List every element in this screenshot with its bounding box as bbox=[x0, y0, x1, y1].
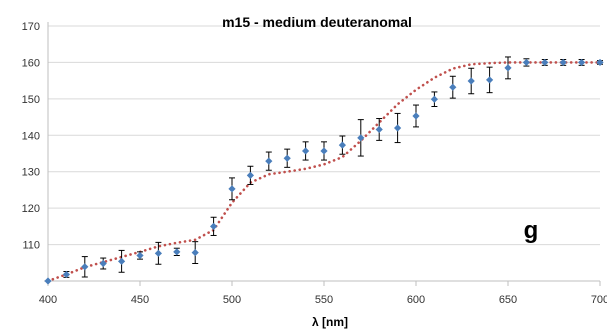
chart-title: m15 - medium deuteranomal bbox=[222, 14, 412, 30]
data-point bbox=[578, 58, 586, 67]
data-point bbox=[283, 154, 291, 162]
data-point bbox=[99, 259, 107, 268]
data-point bbox=[338, 141, 346, 149]
y-tick-label: 120 bbox=[22, 203, 40, 215]
y-tick-label: 140 bbox=[22, 130, 40, 142]
data-point bbox=[430, 95, 438, 103]
data-point bbox=[118, 257, 126, 265]
gridlines bbox=[48, 25, 600, 246]
y-tick-labels: 110 120 130 140 150 160 170 bbox=[22, 21, 40, 252]
data-point bbox=[246, 171, 254, 179]
data-point bbox=[375, 125, 383, 134]
data-point bbox=[265, 157, 273, 165]
data-point bbox=[302, 147, 310, 155]
data-point bbox=[394, 124, 402, 132]
data-point bbox=[522, 58, 530, 67]
data-point bbox=[541, 58, 549, 67]
data-point bbox=[136, 251, 144, 260]
x-tick-label: 600 bbox=[407, 294, 425, 306]
data-point bbox=[596, 58, 604, 67]
data-point bbox=[44, 277, 52, 285]
axes bbox=[44, 22, 601, 286]
data-point bbox=[504, 64, 512, 72]
data-point bbox=[191, 248, 199, 257]
data-point bbox=[210, 222, 218, 230]
data-point bbox=[467, 77, 475, 85]
data-point bbox=[559, 58, 567, 67]
data-point bbox=[173, 248, 181, 256]
y-tick-label: 150 bbox=[22, 94, 40, 106]
x-tick-label: 400 bbox=[39, 294, 57, 306]
data-point bbox=[412, 112, 420, 120]
data-points bbox=[44, 58, 604, 285]
data-point bbox=[449, 83, 457, 91]
x-tick-label: 650 bbox=[499, 294, 517, 306]
y-tick-label: 160 bbox=[22, 57, 40, 69]
y-tick-label: 130 bbox=[22, 167, 40, 179]
data-point bbox=[62, 270, 70, 279]
x-axis-label: λ [nm] bbox=[312, 315, 348, 329]
x-tick-label: 550 bbox=[315, 294, 333, 306]
x-tick-label: 500 bbox=[223, 294, 241, 306]
x-tick-labels: 400 450 500 550 600 650 700 bbox=[39, 294, 607, 306]
y-tick-label: 110 bbox=[22, 240, 40, 252]
data-point bbox=[486, 76, 494, 84]
data-point bbox=[154, 249, 162, 257]
data-point bbox=[81, 263, 89, 271]
x-tick-label: 450 bbox=[131, 294, 149, 306]
data-point bbox=[228, 185, 236, 193]
y-tick-label: 170 bbox=[22, 21, 40, 33]
panel-letter: g bbox=[524, 217, 539, 244]
data-point bbox=[357, 134, 365, 142]
data-point bbox=[320, 147, 328, 155]
x-tick-label: 700 bbox=[591, 294, 607, 306]
